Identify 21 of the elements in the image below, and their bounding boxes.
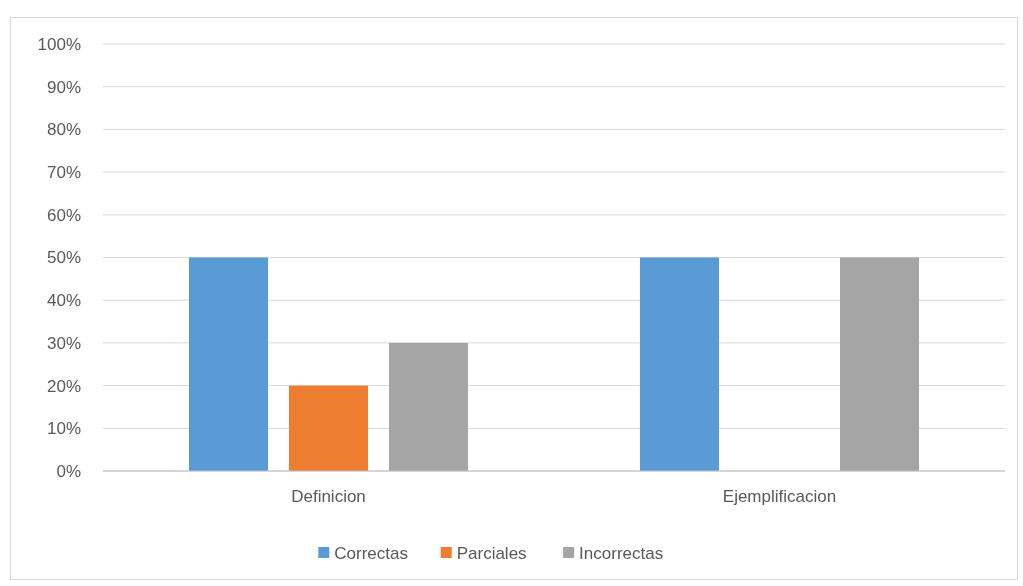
y-tick-label: 80% [46, 120, 81, 140]
y-tick-label: 0% [56, 461, 81, 481]
y-tick-label: 50% [46, 248, 81, 268]
y-tick-label: 60% [46, 205, 81, 225]
legend-label: Incorrectas [579, 543, 664, 563]
bar [640, 257, 719, 471]
y-tick-label: 20% [46, 376, 81, 396]
y-tick-label: 10% [46, 419, 81, 439]
x-tick-label: Definicion [291, 487, 366, 506]
x-tick-label: Ejemplificacion [722, 487, 837, 506]
y-tick-label: 100% [37, 34, 81, 54]
y-tick-label: 70% [46, 163, 81, 183]
y-tick-label: 30% [46, 333, 81, 353]
y-tick-label: 90% [46, 77, 81, 97]
legend-label: Parciales [456, 543, 527, 563]
bar [189, 257, 268, 471]
y-tick-label: 40% [46, 291, 81, 311]
bar [840, 257, 919, 471]
bar [389, 342, 468, 471]
bar [289, 385, 368, 471]
legend-label: Correctas [334, 543, 408, 563]
